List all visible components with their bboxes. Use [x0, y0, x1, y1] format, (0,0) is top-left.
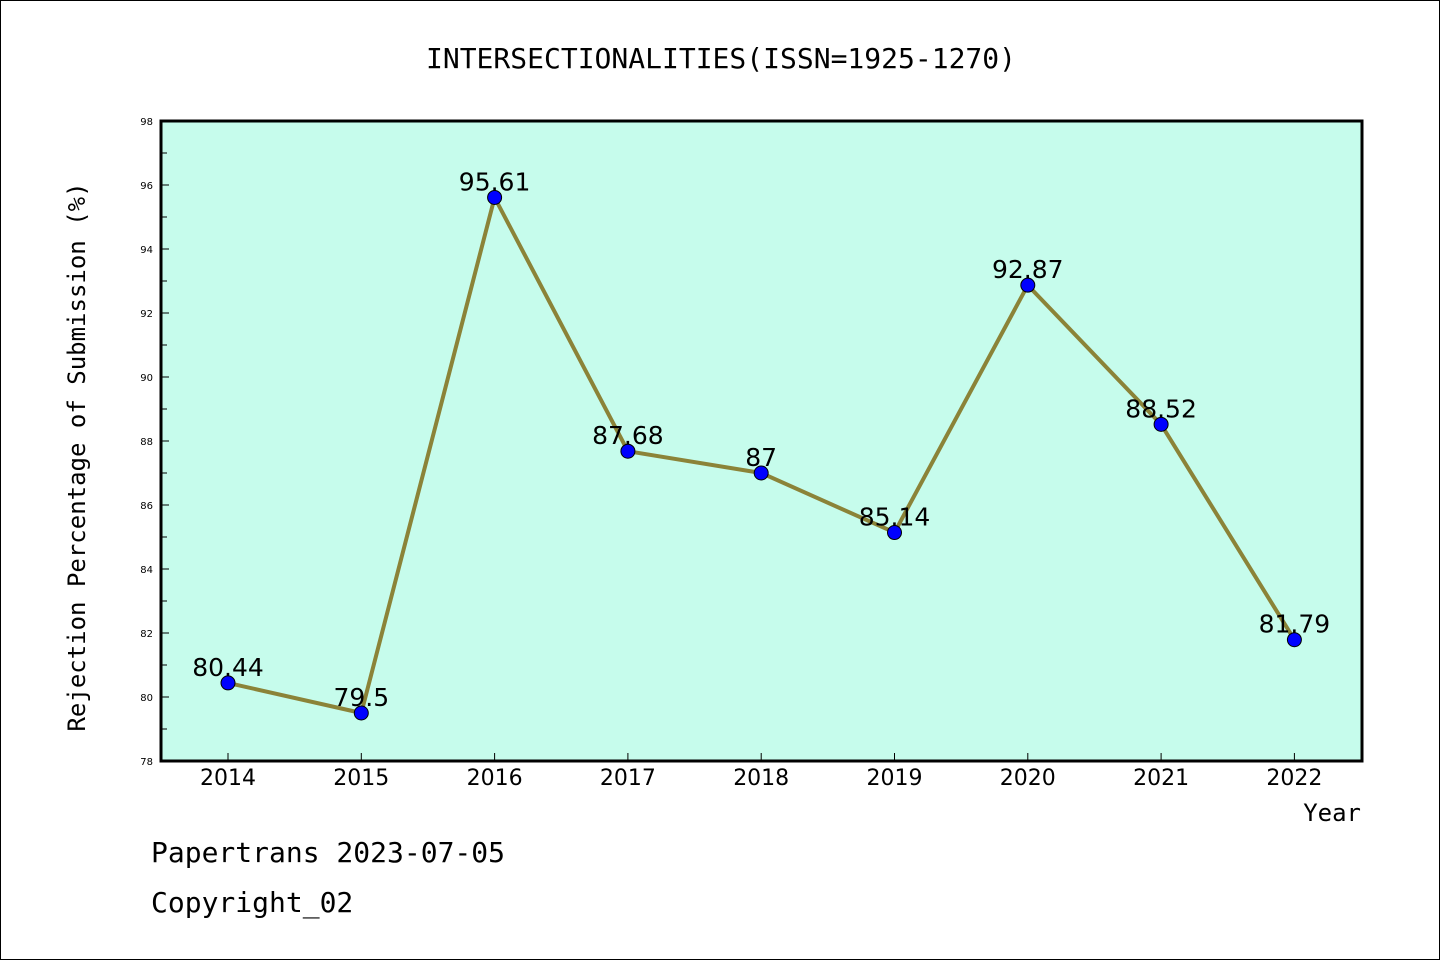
plot-frame	[159, 119, 1364, 763]
y-tick-label: 84	[140, 565, 153, 576]
y-tick-label: 92	[140, 309, 153, 320]
y-axis-label: Rejection Percentage of Submission (%)	[63, 182, 91, 731]
footer-date: Papertrans 2023-07-05	[151, 836, 506, 869]
y-tick-label: 90	[140, 373, 153, 384]
x-tick-label: 2022	[1266, 766, 1322, 791]
data-point	[353, 705, 369, 721]
y-tick-label: 80	[140, 693, 153, 704]
data-label: 85.14	[859, 503, 931, 532]
data-label: 87	[745, 443, 777, 472]
x-tick-label: 2014	[200, 766, 256, 791]
y-tick-label: 96	[140, 181, 153, 192]
data-label: 80.44	[192, 653, 264, 682]
chart-title: INTERSECTIONALITIES(ISSN=1925-1270)	[426, 42, 1016, 75]
data-point	[1153, 416, 1169, 432]
y-tick-label: 98	[140, 117, 153, 128]
data-label: 87.68	[592, 421, 664, 450]
x-tick-label: 2015	[333, 766, 389, 791]
x-tick-label: 2018	[733, 766, 789, 791]
footer-copyright: Copyright_02	[151, 886, 354, 919]
y-tick-label: 86	[140, 501, 153, 512]
y-tick-label: 94	[140, 245, 153, 256]
x-axis-label: Year	[1303, 799, 1361, 827]
data-point	[753, 465, 769, 481]
y-tick-label: 78	[140, 757, 153, 768]
x-tick-label: 2020	[1000, 766, 1056, 791]
x-tick-label: 2016	[467, 766, 523, 791]
data-label: 88.52	[1125, 394, 1197, 423]
data-point	[220, 675, 236, 691]
x-tick-label: 2017	[600, 766, 656, 791]
data-point	[487, 189, 503, 205]
x-tick-label: 2021	[1133, 766, 1189, 791]
data-label: 92.87	[992, 255, 1064, 284]
data-point	[1286, 632, 1302, 648]
data-point	[1020, 277, 1036, 293]
data-label: 81.79	[1259, 610, 1331, 639]
data-point	[620, 443, 636, 459]
data-point	[887, 525, 902, 541]
y-tick-label: 88	[140, 437, 153, 448]
y-tick-label: 82	[140, 629, 153, 640]
plot-area	[161, 121, 1362, 761]
data-label: 95.61	[459, 167, 531, 196]
data-label: 79.5	[333, 683, 389, 712]
x-tick-label: 2019	[867, 766, 923, 791]
